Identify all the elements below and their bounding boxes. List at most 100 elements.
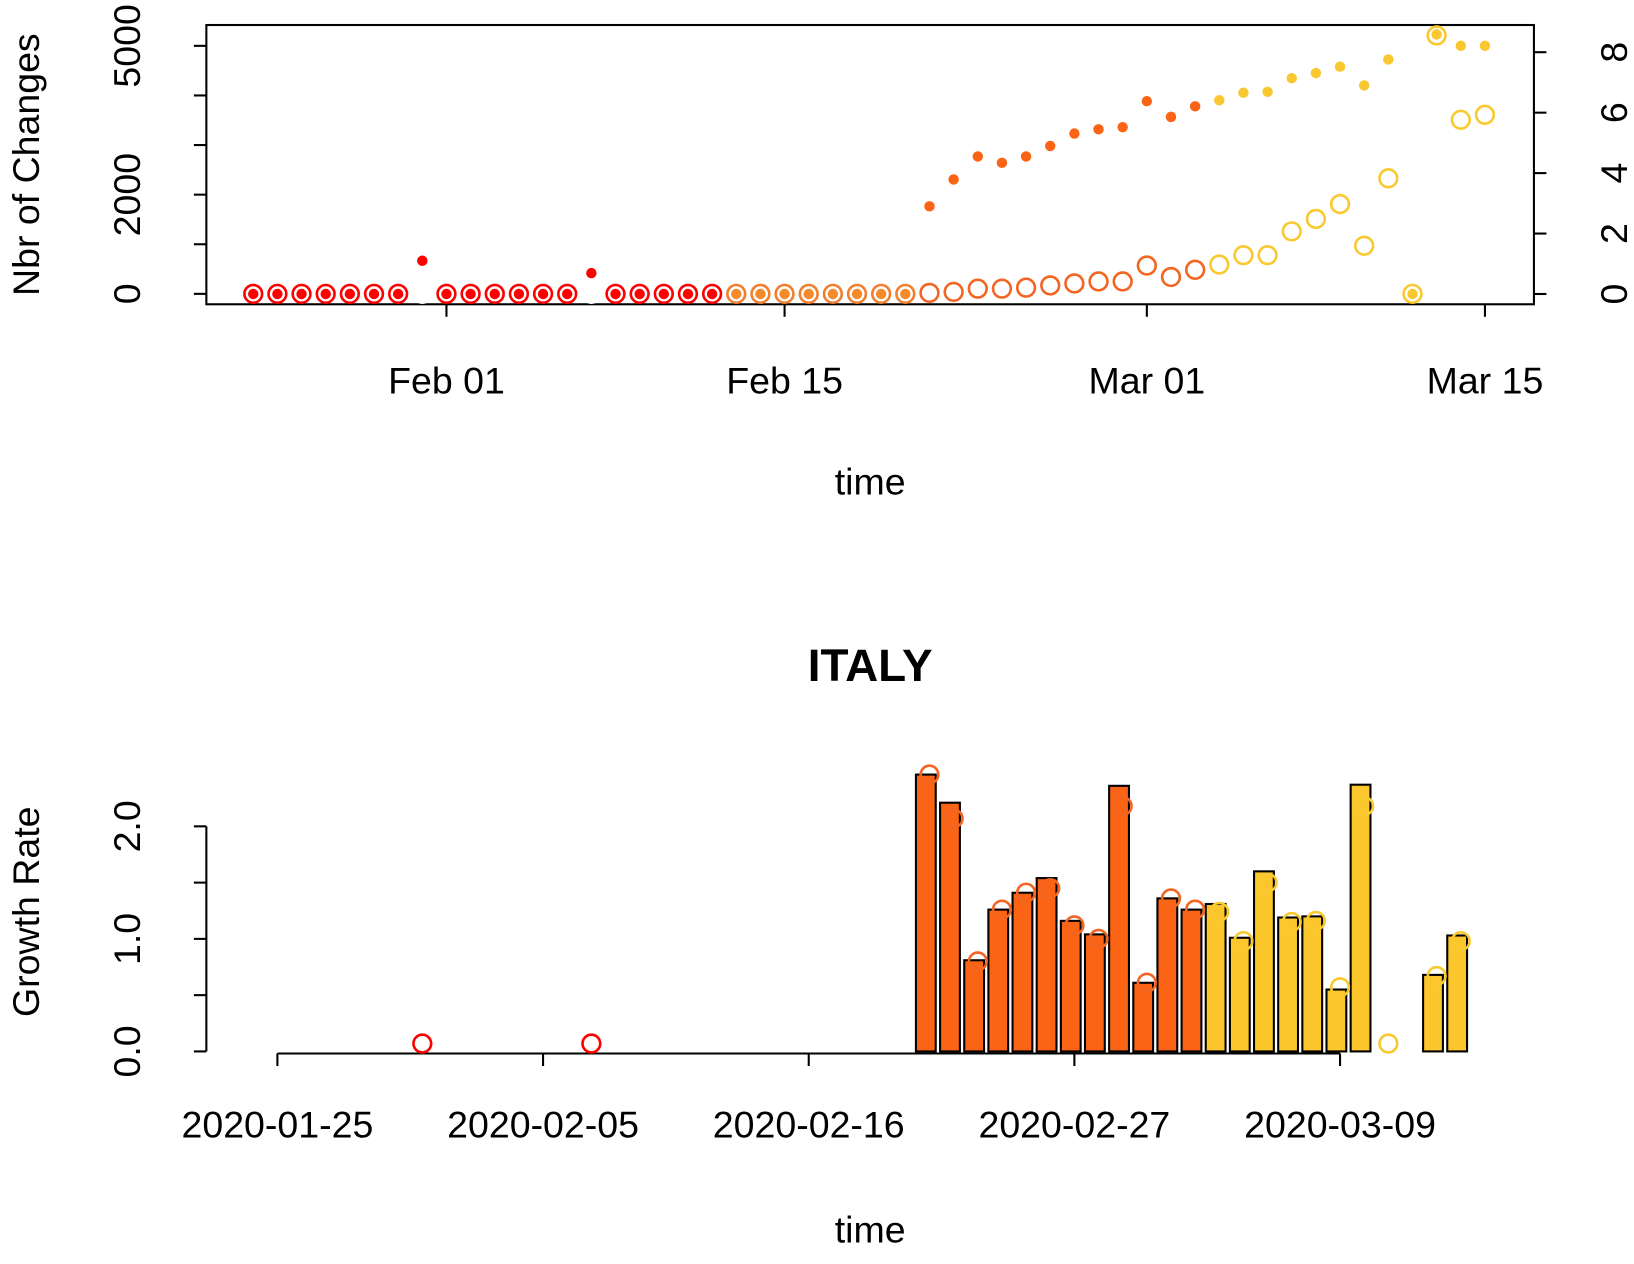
- point: [243, 283, 264, 305]
- point: [1020, 151, 1032, 162]
- point: [320, 288, 331, 300]
- point: [1015, 277, 1037, 298]
- point: [1305, 910, 1327, 932]
- point: [248, 288, 259, 300]
- point: [1358, 80, 1370, 91]
- point: [1257, 245, 1278, 266]
- point: [1286, 72, 1297, 84]
- point: [851, 288, 863, 300]
- point: [581, 1033, 602, 1054]
- point: [1184, 899, 1206, 920]
- point: [1040, 275, 1061, 296]
- point: [731, 288, 742, 300]
- point: [967, 951, 988, 972]
- point: [1426, 25, 1447, 46]
- point: [991, 899, 1013, 920]
- point: [392, 288, 404, 300]
- point: [1160, 266, 1182, 288]
- bar: [939, 801, 961, 1053]
- point: [291, 283, 312, 305]
- bar: [1253, 870, 1275, 1053]
- point: [1136, 255, 1157, 276]
- point: [682, 288, 694, 300]
- point: [948, 174, 959, 185]
- point: [779, 288, 790, 300]
- point: [750, 283, 771, 305]
- point: [412, 1033, 433, 1054]
- y2-tick-label: 8: [1593, 42, 1634, 63]
- point: [1402, 283, 1423, 305]
- x-tick-label: 2020-02-05: [447, 1103, 639, 1145]
- point: [1015, 882, 1037, 903]
- point: [460, 283, 481, 305]
- point: [465, 288, 476, 300]
- y-tick-label: 1.0: [106, 913, 148, 965]
- point: [1040, 878, 1061, 899]
- x-tick-label: Feb 15: [726, 359, 843, 401]
- x-tick-label: 2020-01-25: [181, 1103, 373, 1145]
- point: [1305, 208, 1327, 230]
- point: [363, 283, 385, 305]
- point: [1209, 901, 1230, 923]
- x-tick-label: 2020-02-27: [978, 1103, 1170, 1145]
- bar: [1156, 897, 1179, 1053]
- point: [1334, 61, 1346, 72]
- point: [1257, 872, 1278, 893]
- point: [875, 288, 887, 300]
- y-axis-label: Nbr of Changes: [5, 33, 47, 296]
- point: [1093, 124, 1104, 135]
- point: [441, 288, 452, 300]
- bar: [1108, 784, 1130, 1053]
- point: [972, 151, 983, 162]
- point: [755, 288, 766, 300]
- point: [1378, 1033, 1399, 1054]
- y-axis-label: Growth Rate: [5, 807, 47, 1018]
- point: [846, 283, 868, 305]
- point: [1136, 972, 1157, 993]
- point: [1233, 930, 1254, 952]
- point: [1383, 54, 1394, 65]
- point: [1160, 888, 1182, 909]
- point: [827, 288, 839, 300]
- point: [1450, 930, 1471, 952]
- plot-box: [205, 23, 1535, 306]
- point: [1329, 193, 1351, 215]
- chart-title: ITALY: [808, 640, 933, 691]
- point: [991, 278, 1013, 299]
- point: [774, 283, 795, 305]
- bar: [963, 959, 986, 1053]
- point: [368, 288, 380, 300]
- point: [1450, 109, 1471, 130]
- bar: [914, 773, 937, 1053]
- point: [1112, 271, 1133, 292]
- point: [339, 283, 361, 305]
- point: [677, 283, 699, 305]
- point: [532, 283, 554, 305]
- bar: [1132, 981, 1155, 1053]
- point: [658, 288, 670, 300]
- bar: [1301, 915, 1324, 1053]
- point: [557, 283, 578, 305]
- point: [344, 288, 356, 300]
- y-tick-label: 0: [106, 283, 148, 304]
- y2-tick-label: 2: [1593, 223, 1634, 244]
- point: [1088, 928, 1109, 950]
- point: [1329, 977, 1351, 998]
- point: [581, 283, 602, 305]
- point: [1238, 87, 1249, 98]
- point: [610, 288, 621, 300]
- y2-tick-label: 0: [1593, 284, 1634, 305]
- bar: [1035, 877, 1058, 1053]
- point: [1455, 40, 1467, 52]
- point: [706, 288, 718, 300]
- point: [489, 288, 500, 300]
- point: [871, 283, 892, 305]
- point: [1479, 40, 1491, 52]
- x-axis-label: time: [835, 1209, 906, 1251]
- bar: [1083, 933, 1106, 1053]
- point: [1045, 140, 1056, 152]
- point: [1165, 111, 1177, 123]
- bar: [1325, 988, 1348, 1053]
- y2-tick-label: 6: [1593, 102, 1634, 123]
